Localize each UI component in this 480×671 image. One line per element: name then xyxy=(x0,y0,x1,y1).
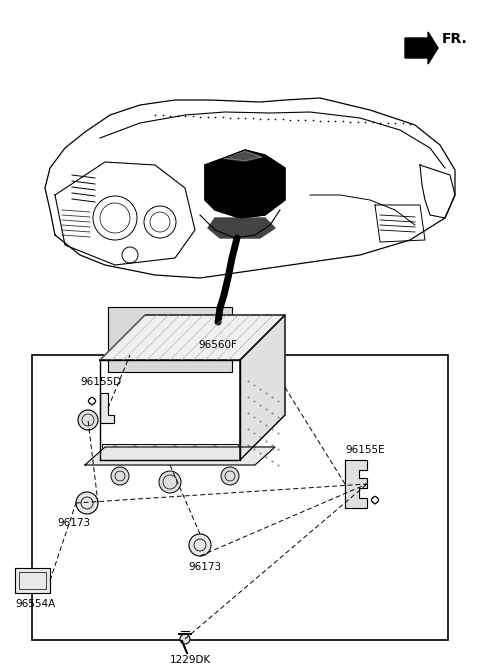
Text: 96554A: 96554A xyxy=(15,599,55,609)
Polygon shape xyxy=(100,315,285,360)
Text: 96173: 96173 xyxy=(188,562,221,572)
Polygon shape xyxy=(405,32,438,64)
Polygon shape xyxy=(85,447,275,465)
Text: 96560F: 96560F xyxy=(199,340,238,350)
Circle shape xyxy=(110,446,120,456)
Text: 1229DK: 1229DK xyxy=(170,655,211,665)
Circle shape xyxy=(150,446,160,456)
Circle shape xyxy=(221,467,239,485)
Bar xyxy=(102,444,238,462)
Polygon shape xyxy=(100,393,114,423)
Text: 96173: 96173 xyxy=(57,518,90,528)
Circle shape xyxy=(111,467,129,485)
Circle shape xyxy=(159,471,181,493)
Circle shape xyxy=(130,446,140,456)
Circle shape xyxy=(180,634,190,644)
Text: 96155D: 96155D xyxy=(80,377,121,387)
Circle shape xyxy=(210,446,220,456)
Text: FR.: FR. xyxy=(442,32,468,46)
Circle shape xyxy=(76,492,98,514)
Polygon shape xyxy=(214,320,222,330)
Bar xyxy=(108,307,232,372)
Circle shape xyxy=(78,410,98,430)
Bar xyxy=(19,572,46,589)
Polygon shape xyxy=(15,568,50,593)
Polygon shape xyxy=(205,150,285,218)
Circle shape xyxy=(170,446,180,456)
Circle shape xyxy=(190,446,200,456)
Polygon shape xyxy=(100,360,240,460)
Polygon shape xyxy=(240,315,285,460)
Bar xyxy=(32,355,448,640)
Polygon shape xyxy=(345,460,367,508)
Polygon shape xyxy=(208,218,275,238)
Text: 96155E: 96155E xyxy=(345,445,384,455)
Polygon shape xyxy=(220,151,262,161)
Circle shape xyxy=(189,534,211,556)
